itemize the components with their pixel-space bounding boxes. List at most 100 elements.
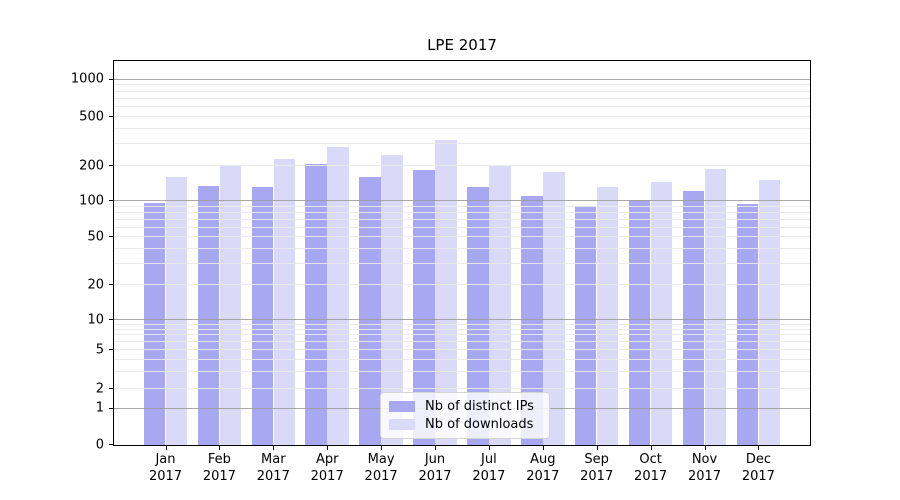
x-tick-label-apr-2017: Apr 2017 [310,452,344,484]
chart-title: LPE 2017 [427,36,497,54]
bar-nb-of-distinct-ips-may-2017 [359,176,381,445]
x-tick-dec-2017 [758,446,760,450]
x-tick-sep-2017 [596,446,598,450]
bar-nb-of-distinct-ips-jun-2017 [413,170,435,445]
bar-nb-of-downloads-jul-2017 [489,166,511,445]
minor-gridline-8 [114,328,810,330]
y-tick-label-2: 2 [95,381,104,396]
x-tick-jan-2017 [165,446,167,450]
major-gridline-1000 [114,78,810,80]
y-tick-100 [109,200,113,201]
x-tick-aug-2017 [542,446,544,450]
minor-gridline-200 [114,165,810,166]
legend-swatch-distinct-ips [389,401,415,412]
x-tick-jun-2017 [435,446,436,450]
x-tick-label-jul-2017: Jul 2017 [472,452,506,484]
bar-nb-of-downloads-jan-2017 [165,176,188,445]
minor-gridline-3 [114,370,810,372]
bar-nb-of-distinct-ips-aug-2017 [521,196,543,445]
minor-gridline-70 [114,218,810,220]
y-tick-10 [109,319,113,320]
x-tick-label-may-2017: May 2017 [364,452,398,484]
y-tick-label-100: 100 [79,193,104,208]
bar-nb-of-distinct-ips-oct-2017 [628,200,651,445]
x-tick-feb-2017 [219,446,221,450]
bar-nb-of-downloads-dec-2017 [758,179,781,445]
bar-nb-of-distinct-ips-nov-2017 [682,190,705,445]
minor-gridline-900 [114,84,810,86]
y-tick-1 [109,407,113,409]
y-tick-20 [109,284,113,285]
minor-gridline-20 [114,284,810,285]
x-tick-label-dec-2017: Dec 2017 [741,452,775,484]
y-tick-200 [109,165,113,166]
minor-gridline-700 [114,97,810,99]
y-tick-label-500: 500 [79,109,104,124]
minor-gridline-600 [114,106,810,108]
x-tick-label-aug-2017: Aug 2017 [526,452,560,484]
minor-gridline-300 [114,143,810,145]
x-tick-may-2017 [381,446,383,450]
y-tick-label-20: 20 [87,277,104,292]
x-tick-label-jun-2017: Jun 2017 [418,452,452,484]
major-gridline-100 [114,200,810,201]
bar-nb-of-downloads-oct-2017 [650,181,673,445]
y-tick-label-50: 50 [87,229,104,244]
legend-swatch-downloads [389,419,415,430]
minor-gridline-90 [114,205,810,207]
y-tick-500 [109,116,113,117]
x-tick-mar-2017 [273,446,275,450]
bar-nb-of-downloads-mar-2017 [273,159,296,445]
y-tick-label-1000: 1000 [70,71,104,87]
bar-nb-of-distinct-ips-sep-2017 [574,206,597,445]
bar-nb-of-distinct-ips-jul-2017 [467,186,489,445]
minor-gridline-400 [114,127,810,129]
legend-entry-distinct-ips: Nb of distinct IPs [389,400,541,413]
y-tick-label-1: 1 [95,400,104,416]
minor-gridline-500 [114,116,810,117]
legend-entry-downloads: Nb of downloads [389,418,541,431]
x-tick-nov-2017 [704,446,706,450]
minor-gridline-80 [114,211,810,213]
bar-nb-of-downloads-aug-2017 [543,171,565,445]
x-tick-label-nov-2017: Nov 2017 [687,452,722,484]
legend: Nb of distinct IPs Nb of downloads [380,392,550,439]
bar-nb-of-downloads-feb-2017 [219,165,242,445]
bar-nb-of-downloads-jun-2017 [435,139,457,445]
y-tick-1000 [109,78,113,80]
minor-gridline-50 [114,236,810,237]
bar-nb-of-downloads-nov-2017 [704,168,727,445]
minor-gridline-2 [114,388,810,389]
x-tick-apr-2017 [327,446,329,450]
minor-gridline-800 [114,90,810,92]
y-tick-0 [109,444,113,445]
minor-gridline-7 [114,334,810,336]
minor-gridline-4 [114,358,810,360]
bar-nb-of-distinct-ips-feb-2017 [197,186,220,445]
y-tick-label-0: 0 [95,437,104,452]
y-tick-label-200: 200 [79,158,104,173]
x-tick-label-jan-2017: Jan 2017 [148,452,183,484]
x-tick-jul-2017 [488,446,490,450]
y-tick-5 [109,349,113,350]
y-tick-label-5: 5 [95,342,104,357]
minor-gridline-40 [114,247,810,249]
bar-nb-of-distinct-ips-apr-2017 [305,164,327,445]
major-gridline-10 [114,319,810,320]
x-tick-label-mar-2017: Mar 2017 [256,452,290,484]
x-tick-oct-2017 [650,446,652,450]
y-tick-label-10: 10 [87,312,104,327]
minor-gridline-9 [114,323,810,325]
legend-label-distinct-ips: Nb of distinct IPs [425,399,534,414]
bar-nb-of-distinct-ips-mar-2017 [251,186,274,445]
y-tick-50 [109,236,113,237]
minor-gridline-30 [114,262,810,264]
bar-nb-of-downloads-apr-2017 [327,147,349,445]
x-tick-label-oct-2017: Oct 2017 [634,452,668,484]
minor-gridline-5 [114,349,810,350]
legend-label-downloads: Nb of downloads [425,417,534,432]
minor-gridline-60 [114,226,810,228]
bar-nb-of-downloads-sep-2017 [596,186,619,445]
minor-gridline-6 [114,341,810,343]
